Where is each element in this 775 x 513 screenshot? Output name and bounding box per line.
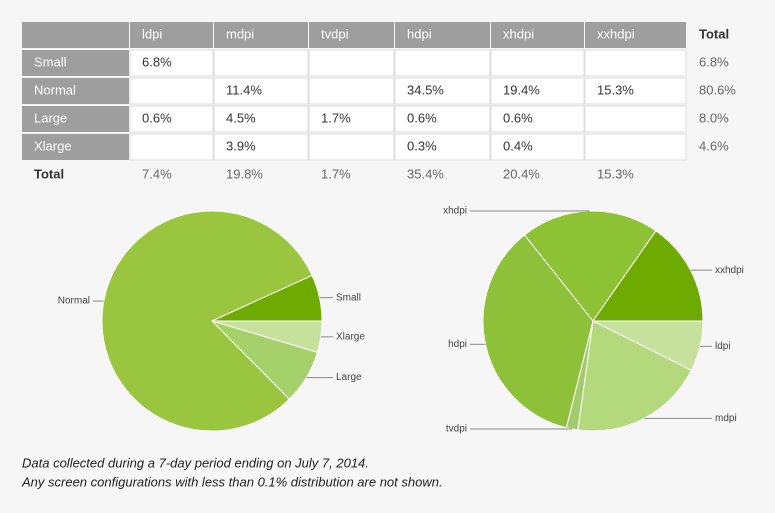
data-cell (129, 49, 214, 77)
cell-value: 11.4% (226, 82, 262, 97)
data-cell (129, 77, 214, 105)
data-cell (213, 49, 309, 77)
row-header: Total (34, 166, 64, 181)
data-cell (584, 133, 687, 161)
note: Any screen configurations with less than… (21, 474, 443, 489)
cell-value: 19.4% (503, 82, 540, 97)
data-cell (394, 77, 491, 105)
row-header: Xlarge (34, 138, 72, 153)
pie-label: Large (336, 372, 362, 383)
data-cell (490, 49, 585, 77)
cell-value: 7.4% (142, 166, 172, 181)
cell-value: 0.4% (503, 138, 533, 153)
data-cell (308, 77, 395, 105)
data-cell (129, 133, 214, 161)
data-cell (213, 77, 309, 105)
pie-label: xxhdpi (715, 265, 744, 276)
header-cell (491, 22, 584, 48)
cell-value: 1.7% (321, 110, 351, 125)
data-cell (308, 133, 395, 161)
cell-value: 1.7% (321, 166, 351, 181)
header-cell (309, 22, 394, 48)
cell-value: 15.3% (597, 82, 634, 97)
column-header: mdpi (226, 26, 254, 41)
pie-label: ldpi (715, 341, 731, 352)
data-cell (490, 133, 585, 161)
column-header: tvdpi (321, 26, 349, 41)
data-cell (213, 133, 309, 161)
pie-label: mdpi (715, 413, 737, 424)
column-header: xxhdpi (597, 26, 635, 41)
cell-value: 0.6% (503, 110, 533, 125)
data-cell (394, 105, 491, 133)
pie-label: xhdpi (443, 206, 467, 217)
cell-value: 15.3% (597, 166, 634, 181)
column-header: Total (699, 26, 729, 41)
row-header-cell (22, 50, 129, 76)
row-total: 8.0% (699, 110, 729, 125)
column-header: hdpi (407, 26, 432, 41)
cell-value: 35.4% (407, 166, 444, 181)
data-cell (129, 105, 214, 133)
column-header: xhdpi (503, 26, 534, 41)
row-header-cell (22, 106, 129, 132)
row-total: 4.6% (699, 138, 729, 153)
pie-slice (592, 230, 704, 322)
header-cell (130, 22, 213, 48)
cell-value: 19.8% (226, 166, 263, 181)
row-header: Large (34, 110, 67, 125)
row-header: Normal (34, 82, 76, 97)
data-cell (213, 105, 309, 133)
cell-value: 0.3% (407, 138, 437, 153)
pie-slice (523, 210, 657, 322)
column-header: ldpi (142, 26, 162, 41)
data-cell (308, 105, 395, 133)
cell-value: 0.6% (407, 110, 437, 125)
cell-value: 4.5% (226, 110, 256, 125)
data-cell (490, 105, 585, 133)
cell-value: 3.9% (226, 138, 256, 153)
header-cell (395, 22, 490, 48)
cell-value: 0.6% (142, 110, 172, 125)
header-cell (22, 22, 129, 48)
header-cell (214, 22, 308, 48)
row-header-cell (22, 78, 129, 104)
pie-label: Small (336, 292, 361, 303)
data-cell (394, 133, 491, 161)
row-header: Small (34, 54, 67, 69)
cell-value: 20.4% (503, 166, 540, 181)
data-cell (394, 49, 491, 77)
cell-value: 6.8% (142, 54, 172, 69)
data-cell (584, 105, 687, 133)
pie-label: Xlarge (336, 331, 365, 342)
pie-slice (101, 210, 313, 432)
pie-label: Normal (58, 296, 90, 307)
pie-label: hdpi (448, 339, 467, 350)
row-header-cell (22, 134, 129, 160)
cell-value: 34.5% (407, 82, 444, 97)
data-cell (584, 77, 687, 105)
data-cell (490, 77, 585, 105)
data-cell (584, 49, 687, 77)
data-cell (308, 49, 395, 77)
header-cell (585, 22, 686, 48)
row-total: 80.6% (699, 82, 736, 97)
row-total: 6.8% (699, 54, 729, 69)
note: Data collected during a 7-day period end… (22, 455, 369, 470)
pie-label: tvdpi (446, 424, 467, 435)
